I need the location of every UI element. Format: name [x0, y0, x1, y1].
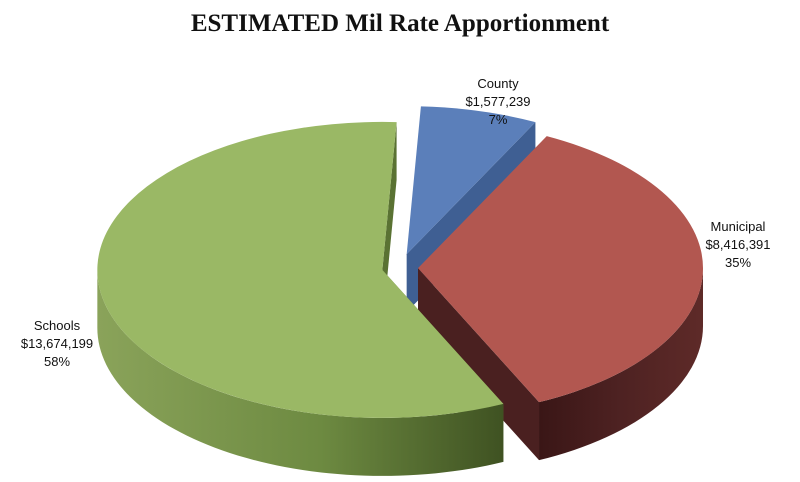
- chart-title: ESTIMATED Mil Rate Apportionment: [190, 10, 610, 37]
- pie-slice-municipal-side: [417, 268, 703, 461]
- data-label-schools-name: Schools: [33, 318, 81, 333]
- data-label-county-percent: 7%: [488, 112, 508, 127]
- pie-slice-municipal: [417, 136, 703, 403]
- data-label-municipal-percent: 35%: [724, 255, 752, 270]
- data-label-municipal: Municipal $8,416,391 35%: [692, 218, 784, 272]
- data-label-schools-percent: 58%: [43, 354, 71, 369]
- data-label-municipal-name: Municipal: [710, 219, 766, 234]
- data-label-county: County $1,577,239 7%: [452, 75, 544, 129]
- data-label-schools: Schools $13,674,199 58%: [2, 317, 112, 371]
- pie-slice-schools: [97, 121, 504, 418]
- data-label-schools-amount: $13,674,199: [20, 336, 94, 351]
- data-label-county-name: County: [477, 76, 519, 91]
- data-label-county-amount: $1,577,239: [465, 94, 531, 109]
- data-label-municipal-amount: $8,416,391: [705, 237, 771, 252]
- pie-slice-county: [406, 106, 536, 255]
